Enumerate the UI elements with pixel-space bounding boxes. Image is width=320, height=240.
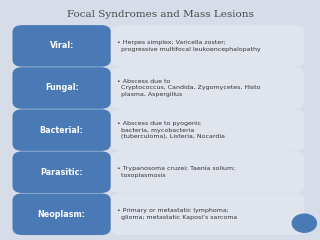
- FancyBboxPatch shape: [111, 25, 304, 67]
- Text: • Abscess due to
  Cryptococcus, Candida, Zygomycetes, Histo
  plasma, Aspergill: • Abscess due to Cryptococcus, Candida, …: [117, 79, 261, 97]
- Text: • Primary or metastatic lymphoma;
  glioma; metastatic Kaposi’s sarcoma: • Primary or metastatic lymphoma; glioma…: [117, 209, 237, 220]
- FancyBboxPatch shape: [12, 67, 111, 109]
- FancyBboxPatch shape: [12, 109, 111, 151]
- Text: Parasitic:: Parasitic:: [40, 168, 83, 177]
- FancyBboxPatch shape: [111, 193, 304, 235]
- Text: • Abscess due to pyogenic
  bacteria, mycobacteria
  (tuberculoma), Listeria, No: • Abscess due to pyogenic bacteria, myco…: [117, 121, 225, 139]
- Text: Viral:: Viral:: [50, 42, 74, 50]
- Text: • Trypanosoma cruzei; Taenia solium;
  toxoplasmosis: • Trypanosoma cruzei; Taenia solium; tox…: [117, 166, 236, 178]
- Text: Neoplasm:: Neoplasm:: [38, 210, 86, 219]
- Text: Fungal:: Fungal:: [45, 84, 78, 92]
- FancyBboxPatch shape: [12, 193, 111, 235]
- FancyBboxPatch shape: [12, 25, 111, 67]
- FancyBboxPatch shape: [111, 151, 304, 193]
- FancyBboxPatch shape: [111, 109, 304, 151]
- FancyBboxPatch shape: [111, 67, 304, 109]
- Text: Bacterial:: Bacterial:: [40, 126, 84, 135]
- Text: Focal Syndromes and Mass Lesions: Focal Syndromes and Mass Lesions: [67, 10, 253, 19]
- FancyBboxPatch shape: [12, 151, 111, 193]
- Circle shape: [292, 214, 316, 232]
- Text: • Herpes simplex; Varicella zoster;
  progressive multifocal leukoencephalopathy: • Herpes simplex; Varicella zoster; prog…: [117, 40, 261, 52]
